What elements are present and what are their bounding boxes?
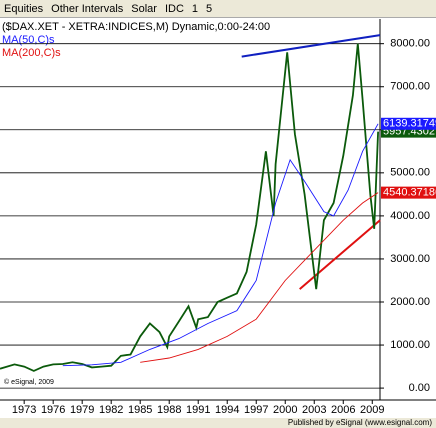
y-tick-label: 8000.00 [390, 38, 430, 50]
x-tick-label: 2003 [302, 404, 326, 416]
y-tick-label: 5000.00 [390, 167, 430, 179]
published: Published by eSignal (www.esignal.com) [288, 418, 432, 427]
x-tick-label: 1985 [128, 404, 152, 416]
background [0, 19, 436, 428]
y-tick-label: 3000.00 [390, 253, 430, 265]
toolbar-button[interactable]: 1 [191, 2, 199, 15]
toolbar-button[interactable]: IDC [164, 2, 184, 15]
x-tick-label: 1979 [70, 404, 94, 416]
series-line [241, 34, 381, 58]
x-tick-label: 1994 [215, 404, 239, 416]
x-tick-label: 1991 [186, 404, 210, 416]
series-line [62, 123, 379, 367]
toolbar-button[interactable]: Other Intervals [51, 2, 124, 15]
series-line [0, 43, 379, 372]
y-tick-label: 7000.00 [390, 81, 430, 93]
x-tick-label: 1988 [157, 404, 181, 416]
x-tick-label: 1973 [12, 404, 36, 416]
y-tick-label: 4000.00 [390, 210, 430, 222]
x-tick-label: 1976 [41, 404, 65, 416]
value-box [381, 186, 436, 199]
toolbar: Equities Other Intervals Solar IDC 1 5 [0, 0, 436, 18]
legend-entry: MA(200,C)s [2, 47, 61, 59]
x-tick-label: 2000 [273, 404, 297, 416]
series-line [299, 219, 381, 290]
x-tick-label: 2009 [360, 404, 384, 416]
legend-entry: MA(50,C)s [2, 34, 55, 46]
value-box [381, 117, 436, 130]
series-line [140, 192, 379, 363]
chart-title: ($DAX.XET - XETRA:INDICES,M) Dynamic,0:0… [2, 21, 270, 33]
copyright: © eSignal, 2009 [4, 378, 54, 386]
x-tick-label: 2006 [331, 404, 355, 416]
value-label: 6139.31749 [383, 118, 436, 130]
y-tick-label: 2000.00 [390, 296, 430, 308]
toolbar-button[interactable]: Solar [131, 2, 157, 15]
y-tick-label: 1000.00 [390, 339, 430, 351]
toolbar-button[interactable]: Equities [4, 2, 44, 15]
status-bar [0, 418, 436, 428]
value-label: 4540.37186 [383, 187, 436, 199]
x-tick-label: 1982 [99, 404, 123, 416]
toolbar-button[interactable]: 5 [206, 2, 213, 15]
x-tick-label: 1997 [244, 404, 268, 416]
y-tick-label: 0.00 [409, 382, 430, 394]
